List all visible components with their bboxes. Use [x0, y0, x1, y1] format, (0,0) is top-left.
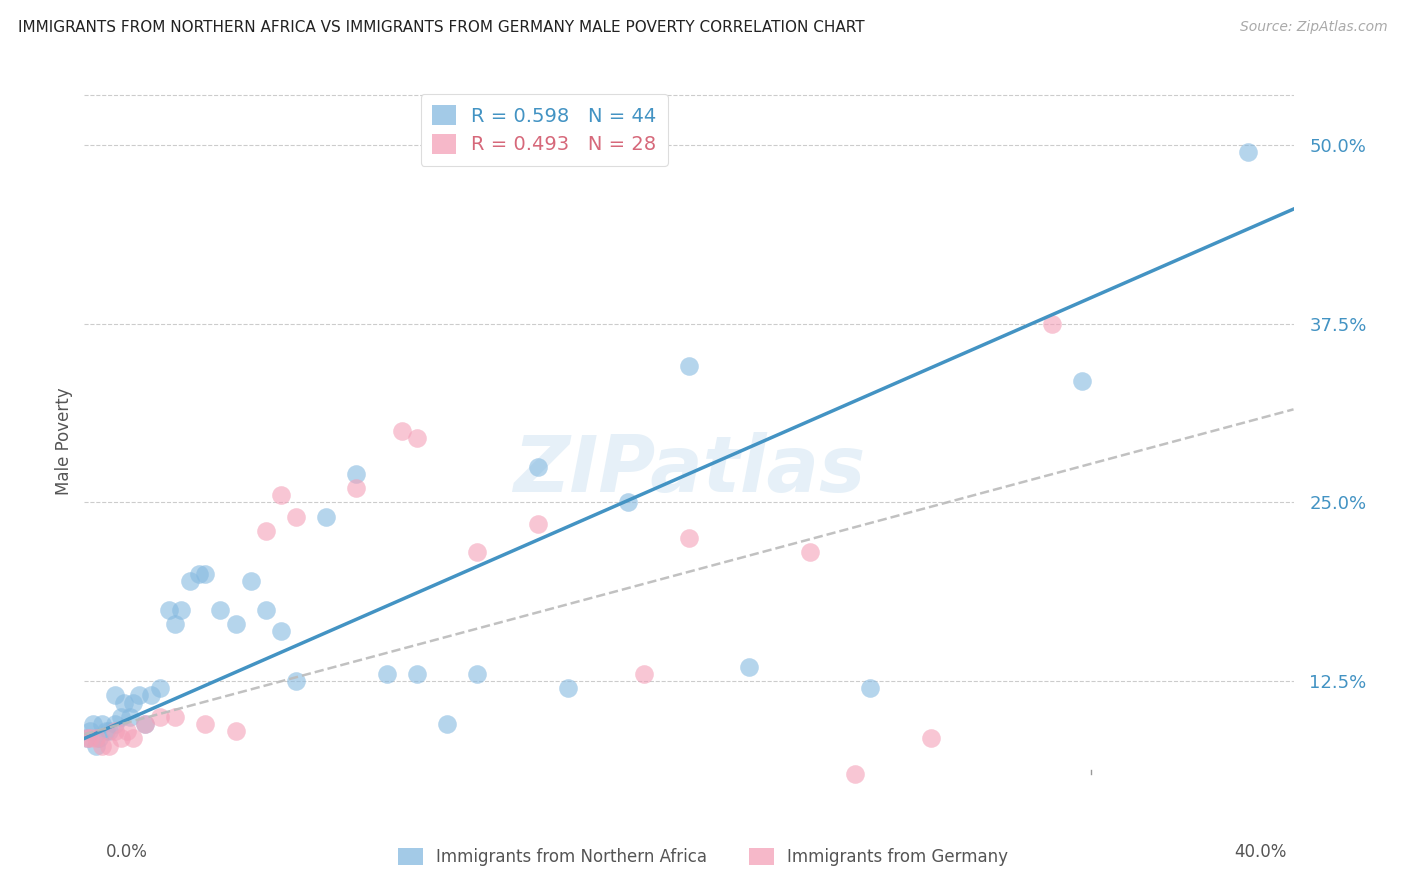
Point: [406, 667, 429, 681]
Point: [799, 545, 821, 559]
Point: [436, 717, 458, 731]
Point: [239, 574, 262, 588]
Point: [112, 696, 135, 710]
Point: [391, 424, 413, 438]
Text: IMMIGRANTS FROM NORTHERN AFRICA VS IMMIGRANTS FROM GERMANY MALE POVERTY CORRELAT: IMMIGRANTS FROM NORTHERN AFRICA VS IMMIG…: [18, 20, 865, 35]
Point: [82, 717, 104, 731]
Point: [110, 731, 132, 746]
Point: [346, 467, 368, 481]
Point: [110, 710, 132, 724]
Point: [128, 689, 150, 703]
Point: [859, 681, 882, 696]
Point: [104, 724, 127, 739]
Point: [179, 574, 201, 588]
Point: [194, 717, 217, 731]
Point: [678, 359, 700, 374]
Text: 40.0%: 40.0%: [1234, 843, 1286, 861]
Point: [1040, 317, 1063, 331]
Point: [194, 566, 217, 581]
Text: Source: ZipAtlas.com: Source: ZipAtlas.com: [1240, 20, 1388, 34]
Legend: Immigrants from Northern Africa, Immigrants from Germany: Immigrants from Northern Africa, Immigra…: [391, 841, 1015, 873]
Point: [527, 516, 550, 531]
Point: [738, 660, 761, 674]
Point: [91, 717, 114, 731]
Point: [375, 667, 398, 681]
Point: [1071, 374, 1094, 388]
Point: [86, 739, 108, 753]
Point: [254, 524, 277, 538]
Point: [270, 624, 292, 639]
Legend: R = 0.598   N = 44, R = 0.493   N = 28: R = 0.598 N = 44, R = 0.493 N = 28: [420, 94, 668, 166]
Point: [467, 545, 489, 559]
Point: [79, 724, 101, 739]
Y-axis label: Male Poverty: Male Poverty: [55, 388, 73, 495]
Point: [844, 767, 866, 781]
Point: [285, 509, 308, 524]
Point: [209, 602, 232, 616]
Point: [157, 602, 180, 616]
Point: [527, 459, 550, 474]
Point: [225, 724, 247, 739]
Point: [188, 566, 211, 581]
Point: [134, 717, 156, 731]
Point: [118, 710, 141, 724]
Point: [104, 717, 127, 731]
Point: [91, 739, 114, 753]
Point: [617, 495, 640, 509]
Point: [467, 667, 489, 681]
Point: [79, 731, 101, 746]
Point: [315, 509, 337, 524]
Point: [406, 431, 429, 445]
Point: [121, 696, 143, 710]
Text: 0.0%: 0.0%: [105, 843, 148, 861]
Point: [134, 717, 156, 731]
Point: [285, 674, 308, 689]
Point: [76, 731, 98, 746]
Point: [76, 731, 98, 746]
Point: [557, 681, 579, 696]
Point: [94, 724, 117, 739]
Point: [86, 731, 108, 746]
Point: [1237, 145, 1260, 159]
Point: [115, 724, 138, 739]
Text: ZIPatlas: ZIPatlas: [513, 433, 865, 508]
Point: [89, 731, 111, 746]
Point: [225, 617, 247, 632]
Point: [678, 531, 700, 545]
Point: [97, 724, 120, 739]
Point: [633, 667, 655, 681]
Point: [165, 617, 187, 632]
Point: [920, 731, 942, 746]
Point: [104, 689, 127, 703]
Point: [165, 710, 187, 724]
Point: [346, 481, 368, 495]
Point: [149, 681, 172, 696]
Point: [170, 602, 193, 616]
Point: [149, 710, 172, 724]
Point: [121, 731, 143, 746]
Point: [97, 739, 120, 753]
Point: [270, 488, 292, 502]
Point: [254, 602, 277, 616]
Point: [139, 689, 162, 703]
